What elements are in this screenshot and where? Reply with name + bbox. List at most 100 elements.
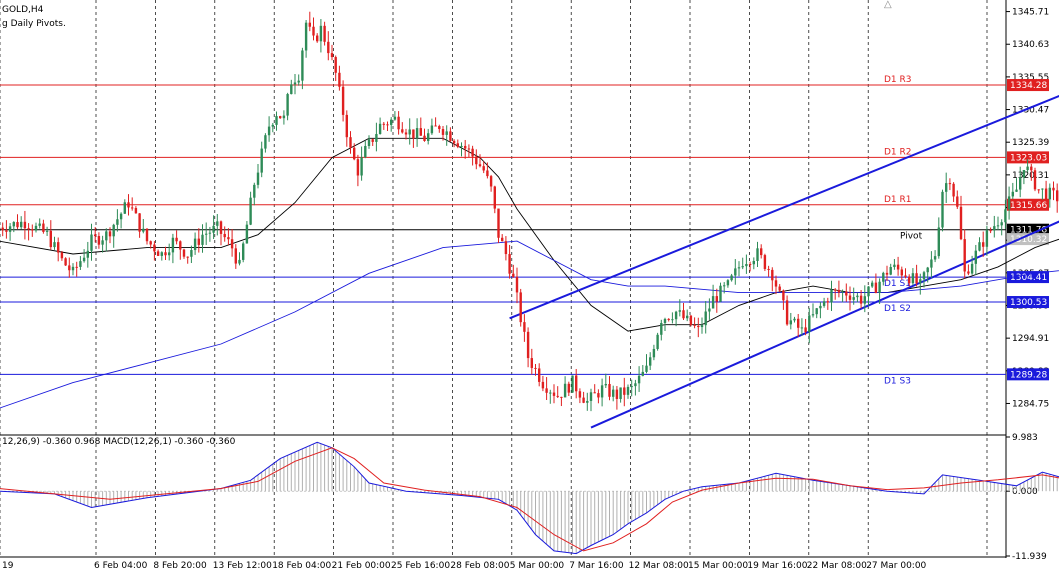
candle-body bbox=[456, 143, 459, 147]
candle-body bbox=[563, 383, 567, 398]
candle-body bbox=[715, 296, 718, 302]
candle-body bbox=[793, 318, 796, 321]
macd-label: 12,26,9) -0.360 0.968 MACD(12,26,1) -0.3… bbox=[2, 437, 236, 447]
candle-body bbox=[253, 184, 256, 198]
candle-body bbox=[982, 242, 985, 247]
candle-body bbox=[948, 183, 952, 185]
candle-body bbox=[674, 311, 678, 320]
candle-body bbox=[852, 297, 855, 300]
candle-body bbox=[656, 334, 659, 349]
candle-body bbox=[637, 375, 641, 384]
candle-body bbox=[105, 231, 108, 241]
candle-body bbox=[730, 275, 733, 281]
pivot-price-label: 1304.41 bbox=[1010, 273, 1047, 283]
candle-body bbox=[57, 242, 60, 253]
candle-body bbox=[401, 129, 404, 133]
candle-body bbox=[1041, 188, 1044, 190]
y-tick-label: 1345.71 bbox=[1012, 8, 1049, 18]
candle-body bbox=[508, 254, 511, 274]
pivot-price-label: 1311.78 bbox=[1010, 226, 1047, 236]
candle-body bbox=[205, 233, 208, 235]
candle-body bbox=[686, 315, 689, 319]
candle-body bbox=[267, 126, 271, 136]
candle-body bbox=[889, 267, 892, 275]
candle-body bbox=[478, 164, 482, 167]
bid-price-label: 1310.32 bbox=[1010, 235, 1047, 245]
candle-body bbox=[216, 221, 219, 226]
candle-body bbox=[978, 242, 981, 251]
candle-body bbox=[227, 237, 230, 240]
candle-body bbox=[279, 116, 282, 119]
candle-body bbox=[497, 208, 500, 238]
candle-body bbox=[941, 191, 944, 228]
candle-body bbox=[908, 276, 911, 284]
x-tick-label: 25 Feb 16:00 bbox=[391, 561, 450, 571]
candle-body bbox=[871, 282, 874, 287]
candle-body bbox=[641, 371, 644, 376]
candle-body bbox=[356, 159, 360, 176]
candle-body bbox=[1004, 209, 1007, 223]
candle-body bbox=[830, 289, 833, 303]
candle-body bbox=[926, 267, 929, 273]
candle-body bbox=[767, 268, 770, 270]
candle-body bbox=[1037, 189, 1040, 191]
candle-body bbox=[808, 315, 811, 333]
candle-body bbox=[371, 139, 374, 142]
candle-body bbox=[734, 268, 737, 276]
candle-body bbox=[741, 266, 744, 268]
candle-body bbox=[756, 248, 759, 261]
candle-body bbox=[549, 392, 552, 394]
macd-y-tick-label: 9.983 bbox=[1012, 433, 1038, 443]
candle-body bbox=[785, 300, 789, 325]
candle-body bbox=[212, 225, 215, 233]
candle-body bbox=[896, 264, 900, 270]
candle-body bbox=[667, 318, 670, 320]
candle-body bbox=[771, 269, 774, 281]
candle-body bbox=[586, 400, 589, 403]
candle-body bbox=[334, 57, 337, 73]
candle-body bbox=[256, 172, 260, 185]
candle-body bbox=[12, 222, 15, 227]
candle-body bbox=[726, 280, 730, 286]
candle-body bbox=[608, 383, 611, 397]
y-tick-label: 1284.75 bbox=[1012, 399, 1049, 409]
candle-body bbox=[101, 240, 104, 245]
candle-body bbox=[23, 221, 27, 229]
candle-body bbox=[867, 286, 870, 297]
x-tick-label: 15 Mar 00:00 bbox=[688, 561, 748, 571]
candle-body bbox=[933, 256, 937, 260]
triangle-up-icon[interactable]: △ bbox=[884, 0, 892, 10]
candle-body bbox=[700, 325, 704, 328]
price-label-box bbox=[1007, 223, 1049, 236]
candle-body bbox=[445, 131, 448, 135]
candle-body bbox=[678, 310, 681, 312]
candle-body bbox=[45, 230, 49, 232]
candle-body bbox=[264, 135, 267, 149]
candle-body bbox=[390, 119, 393, 125]
candle-body bbox=[737, 267, 741, 269]
candle-body bbox=[282, 115, 286, 119]
pivot-name-label: D1 R1 bbox=[884, 195, 912, 205]
candle-body bbox=[567, 383, 570, 393]
candle-body bbox=[815, 308, 818, 315]
price-label-box bbox=[1007, 271, 1049, 284]
candle-body bbox=[345, 114, 348, 138]
candle-body bbox=[386, 124, 389, 126]
symbol-label: GOLD,H4 bbox=[2, 5, 44, 15]
candle-body bbox=[145, 228, 149, 242]
candle-body bbox=[208, 232, 212, 234]
y-tick-label: 1335.55 bbox=[1012, 73, 1049, 83]
x-tick-label: 21 Feb 00:00 bbox=[332, 561, 391, 571]
candle-body bbox=[378, 123, 382, 135]
pivot-price-label: 1315.66 bbox=[1010, 201, 1047, 211]
candle-body bbox=[452, 140, 456, 144]
price-label-box bbox=[1007, 79, 1049, 92]
pivot-name-label: D1 R2 bbox=[884, 147, 912, 157]
candle-body bbox=[552, 392, 556, 396]
candle-body bbox=[797, 318, 800, 328]
bid-label-box bbox=[1007, 233, 1049, 246]
candle-body bbox=[82, 257, 86, 262]
candle-body bbox=[316, 35, 319, 42]
candle-body bbox=[330, 53, 334, 58]
candle-body bbox=[138, 213, 141, 232]
